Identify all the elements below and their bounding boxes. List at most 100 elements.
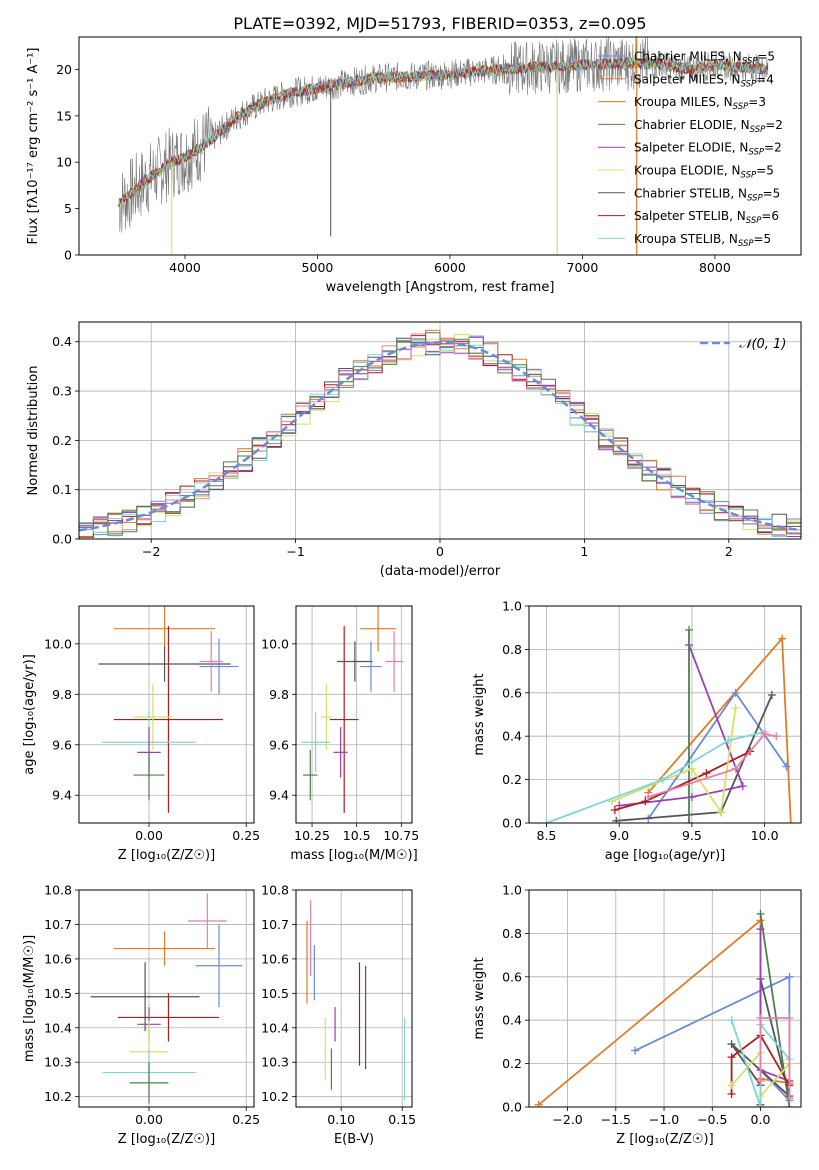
y-tick-label: 0.8 [502, 642, 522, 657]
y-tick-label: 10.8 [44, 883, 72, 898]
axes-weight_vs_Z: −2.0 −1.5 −1.0 −0.5 0.0 0.0 0.2 0.4 0.6 0.8 1.0 Z [… [472, 883, 802, 1147]
y-axis-label: mass [log₁₀(M/M☉)] [22, 935, 37, 1062]
weight-marker [702, 769, 711, 778]
weight-line [546, 731, 765, 823]
weight-line [648, 733, 777, 798]
axes-frame [528, 889, 802, 1108]
y-axis-label: Flux [fλ10⁻¹⁷ erg cm⁻² s⁻¹ A⁻¹] [26, 48, 41, 245]
x-tick-label: 8.5 [537, 828, 557, 843]
plot-area-weight_vs_age [542, 625, 795, 823]
x-axis-label: (data-model)/error [380, 564, 501, 579]
weight-marker [658, 775, 667, 784]
y-axis-label: age [log₁₀(age/yr)] [22, 654, 37, 775]
weight-marker [685, 625, 693, 634]
x-axis-label: Z [log₁₀(Z/Z☉)] [118, 848, 215, 863]
weight-marker [727, 1089, 736, 1098]
weight-marker [731, 688, 740, 697]
axes-frame [295, 605, 413, 824]
weight-marker [534, 1100, 543, 1107]
weight-marker [767, 690, 776, 699]
x-axis-label: mass [log₁₀(M/M☉)] [290, 848, 417, 863]
axes-frame [78, 889, 255, 1108]
weight-marker [756, 909, 765, 918]
weight-marker [785, 1103, 794, 1107]
x-axis-label: Z [log₁₀(Z/Z☉)] [616, 1132, 713, 1147]
x-tick-label: 7000 [567, 260, 599, 275]
y-tick-label: 0.4 [502, 1013, 522, 1028]
y-tick-label: 0.1 [52, 482, 72, 497]
legend-entry: Chabrier ELODIE, NSSP=2 [634, 118, 783, 135]
x-tick-label: 0.25 [232, 1112, 260, 1127]
axes-age_vs_mass: 10.25 10.5 10.75 9.4 9.6 9.8 10.0 mass [log₁₀(M… [261, 605, 419, 863]
x-tick-label: 2 [725, 544, 733, 559]
x-tick-label: 4000 [169, 260, 201, 275]
y-tick-label: 0.6 [502, 969, 522, 984]
legend-entry: Kroupa ELODIE, NSSP=5 [634, 164, 774, 181]
plot-area-spectrum [118, 37, 769, 255]
weight-line [759, 913, 791, 1107]
weight-marker [785, 972, 794, 981]
y-tick-label: 10.2 [261, 1089, 289, 1104]
weight-marker [756, 1103, 765, 1107]
weight-line [730, 1034, 791, 1094]
x-tick-label: −1.5 [601, 1112, 631, 1127]
weight-marker [756, 1076, 765, 1085]
legend-entry: Chabrier MILES, NSSP=5 [634, 50, 775, 67]
weight-marker [612, 816, 621, 823]
y-tick-label: 10.5 [261, 986, 289, 1001]
x-tick-label: 9.0 [609, 828, 629, 843]
y-tick-label: 0.0 [502, 816, 522, 831]
axes-weight_vs_age: 8.5 9.0 9.5 10.0 0.0 0.2 0.4 0.6 0.8 1.0 age [log₁… [472, 599, 802, 863]
y-tick-label: 10.7 [44, 917, 72, 932]
y-axis-label: mass weight [472, 957, 487, 1039]
legend-entry: Kroupa STELIB, NSSP=5 [634, 232, 771, 249]
weight-marker [641, 797, 650, 806]
spectrum-data-line [118, 37, 769, 233]
axes-spectrum: 4000 5000 6000 7000 8000 0 5 10 15 20 wavelength [… [26, 36, 802, 295]
x-tick-label: 6000 [434, 260, 466, 275]
legend-entry: Salpeter ELODIE, NSSP=2 [634, 141, 782, 158]
weight-line [619, 644, 745, 807]
y-axis-label: mass weight [472, 673, 487, 755]
y-tick-label: 0.0 [502, 1100, 522, 1115]
weight-marker [727, 1016, 736, 1025]
weight-marker [610, 805, 619, 814]
x-tick-label: 10.25 [294, 828, 330, 843]
axes-frame [528, 605, 802, 824]
y-tick-label: 10.8 [261, 883, 289, 898]
x-tick-label: 9.5 [682, 828, 702, 843]
y-tick-label: 1.0 [502, 599, 522, 614]
x-tick-label: 0.10 [327, 1112, 355, 1127]
x-tick-label: 10.0 [751, 828, 779, 843]
y-tick-label: 5 [64, 201, 72, 216]
y-tick-label: 1.0 [502, 883, 522, 898]
y-tick-label: 9.8 [52, 687, 72, 702]
weight-marker [731, 764, 740, 773]
x-axis-label: E(B-V) [334, 1132, 374, 1147]
y-tick-label: 9.6 [52, 737, 72, 752]
legend-entry: Salpeter MILES, NSSP=4 [634, 72, 774, 89]
x-tick-label: −2.0 [552, 1112, 582, 1127]
weight-marker [717, 808, 725, 817]
plot-area-mass_vs_Z [90, 893, 243, 1104]
x-tick-label: 1 [580, 544, 588, 559]
plot-area-age_vs_mass [301, 606, 404, 813]
y-tick-label: 0.2 [52, 433, 72, 448]
weight-marker [782, 762, 791, 771]
weight-line [647, 636, 792, 823]
weight-line [616, 694, 773, 822]
weight-marker [727, 1053, 736, 1062]
model-line [118, 57, 769, 208]
x-tick-label: 5000 [302, 260, 334, 275]
plot-area-mass_vs_ebv [306, 900, 406, 1101]
x-tick-label: 10.75 [383, 828, 419, 843]
x-tick-label: 8000 [699, 260, 731, 275]
weight-marker [685, 819, 693, 823]
plot-area-residuals [79, 329, 801, 539]
x-tick-label: −1 [286, 544, 304, 559]
y-tick-label: 10.0 [261, 636, 289, 651]
axes-mass_vs_Z: 0.00 0.25 10.2 10.3 10.4 10.5 10.6 10.7 10.8 Z [l… [22, 883, 260, 1148]
legend: Chabrier MILES, NSSP=5 Salpeter MILES, NS… [598, 50, 783, 249]
